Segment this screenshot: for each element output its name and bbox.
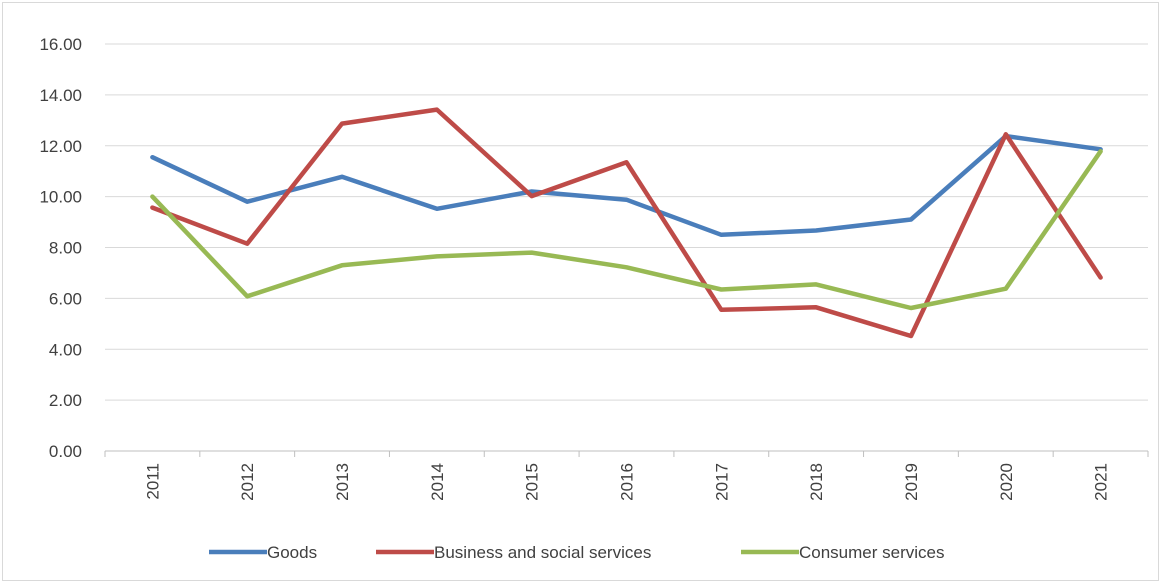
- x-tick-label: 2020: [997, 463, 1016, 501]
- legend-label: Consumer services: [799, 543, 945, 562]
- x-tick-label: 2018: [807, 463, 826, 501]
- y-tick-label: 12.00: [39, 137, 82, 156]
- y-tick-label: 14.00: [39, 86, 82, 105]
- x-tick-label: 2013: [333, 463, 352, 501]
- y-tick-label: 4.00: [49, 340, 82, 359]
- x-tick-label: 2019: [902, 463, 921, 501]
- y-tick-label: 2.00: [49, 391, 82, 410]
- x-tick-label: 2017: [712, 463, 731, 501]
- x-tick-label: 2015: [523, 463, 542, 501]
- y-tick-label: 6.00: [49, 289, 82, 308]
- legend-label: Business and social services: [434, 543, 651, 562]
- x-tick-label: 2016: [618, 463, 637, 501]
- y-tick-label: 10.00: [39, 188, 82, 207]
- x-tick-label: 2011: [143, 463, 162, 500]
- y-axis-ticks: 0.00 2.00 4.00 6.00 8.00 10.00 12.00 14.00 16.00: [39, 35, 82, 461]
- y-tick-label: 16.00: [39, 35, 82, 54]
- x-axis-ticks: 2011 2012 2013 2014 2015 2016 2017 2018 2019 2020…: [143, 463, 1110, 501]
- x-tick-label: 2021: [1092, 463, 1111, 501]
- legend-label: Goods: [267, 543, 317, 562]
- series-line-2: [150, 107, 1103, 339]
- y-tick-label: 8.00: [49, 239, 82, 258]
- y-tick-label: 0.00: [49, 442, 82, 461]
- legend: Goods Business and social services Consume…: [209, 543, 945, 562]
- x-tick-label: 2014: [428, 463, 447, 501]
- series-line-3: [150, 149, 1103, 311]
- series-line-1: [150, 133, 1103, 238]
- x-tick-label: 2012: [238, 463, 257, 501]
- gridlines: [105, 43, 1148, 401]
- x-axis: [104, 450, 1149, 457]
- series-lines: [150, 107, 1103, 339]
